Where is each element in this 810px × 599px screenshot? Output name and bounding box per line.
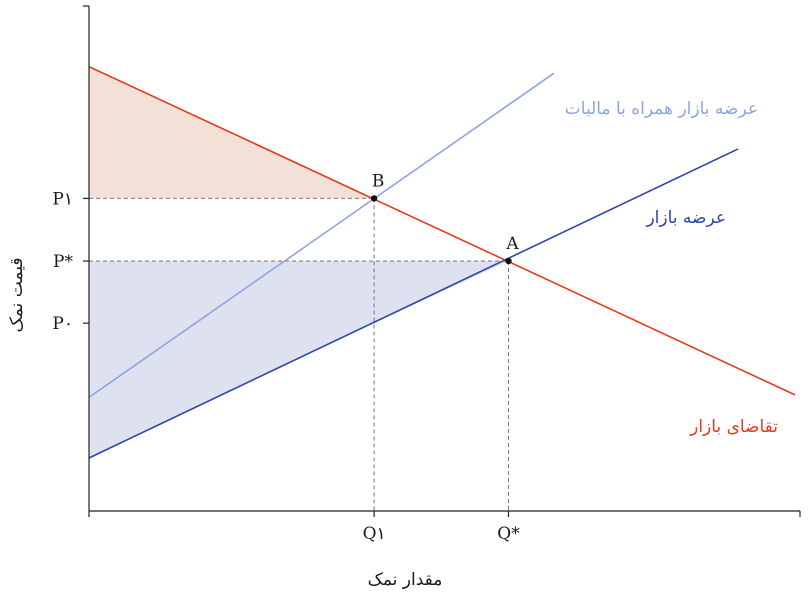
point-label-a: A bbox=[505, 234, 519, 254]
x-tick-label: Q۱ bbox=[363, 524, 386, 544]
supply-with-tax-line bbox=[88, 72, 555, 399]
y-tick-label: P* bbox=[53, 252, 73, 272]
demand-line bbox=[88, 65, 796, 396]
series-lines bbox=[88, 65, 796, 459]
x-tick-label: Q* bbox=[497, 524, 520, 544]
supply-with-tax-label: عرضه بازار همراه با مالیات bbox=[565, 99, 758, 119]
shaded-regions bbox=[89, 66, 509, 458]
guide-lines bbox=[89, 197, 509, 511]
demand-label: تقاضای بازار bbox=[689, 417, 778, 437]
y-axis-label: قیمت نمک bbox=[7, 258, 27, 333]
supply-line bbox=[88, 148, 739, 459]
tick-labels: P۱ P* P۰ Q۱ Q* bbox=[52, 189, 520, 544]
supply-label: عرضه بازار bbox=[645, 208, 726, 228]
y-tick-label: P۰ bbox=[52, 314, 73, 334]
point-a bbox=[505, 257, 512, 265]
producer-surplus-region bbox=[89, 261, 509, 458]
point-b bbox=[370, 195, 378, 202]
series-labels: تقاضای بازار عرضه بازار عرضه بازار همراه ب… bbox=[565, 99, 779, 437]
axes bbox=[83, 5, 801, 517]
point-label-b: B bbox=[372, 171, 385, 191]
x-axis-label: مقدار نمک bbox=[368, 570, 443, 590]
equilibrium-points: BA bbox=[370, 171, 519, 265]
y-tick-label: P۱ bbox=[52, 189, 73, 209]
